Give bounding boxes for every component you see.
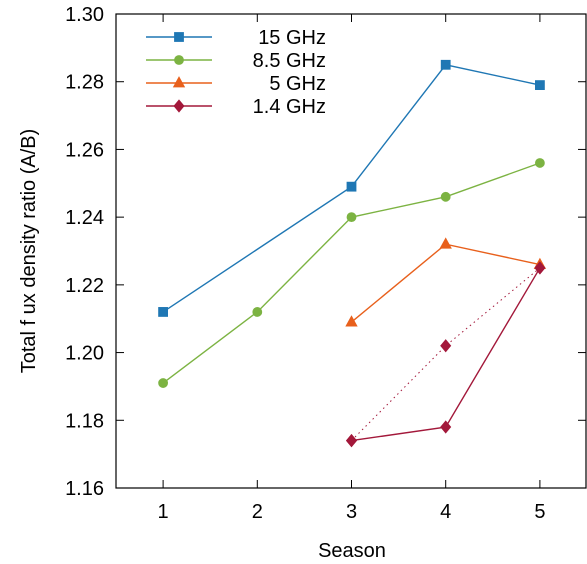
y-axis-label: Total f ux density ratio (A/B) (18, 129, 40, 374)
y-tick-label: 1.30 (65, 4, 104, 26)
series-point-15-ghz (440, 59, 451, 70)
x-tick-label: 1 (158, 501, 169, 523)
y-tick-label: 1.24 (65, 207, 104, 229)
legend-marker-1-4-ghz (173, 99, 185, 113)
series-line-15-ghz (162, 64, 541, 313)
legend-marker-8-5-ghz (174, 55, 184, 65)
legend-label-15-ghz: 15 GHz (258, 27, 326, 49)
series-point-15-ghz (346, 181, 357, 192)
y-tick-label: 1.26 (65, 139, 104, 161)
axes-layer: 1.16 1.18 1.20 1.22 1.24 1.26 1.28 1.30 1 2 3 4 5 (65, 4, 587, 523)
series-point-15-ghz (535, 80, 545, 90)
y-tick-label: 1.16 (65, 478, 104, 500)
series-point-1-4-ghz (345, 433, 358, 448)
series-point-8-5-ghz (158, 378, 169, 388)
dotted-series-point (440, 339, 452, 353)
x-tick-label: 4 (440, 501, 451, 523)
series-line-8-5-ghz (162, 162, 541, 384)
series-point-1-4-ghz (440, 420, 452, 434)
series-point-8-5-ghz (440, 191, 451, 202)
series-point-5-ghz (439, 237, 452, 249)
y-tick-label: 1.20 (65, 343, 104, 365)
series-point-8-5-ghz (535, 158, 545, 168)
x-axis-label: Season (318, 540, 386, 562)
series-point-8-5-ghz (346, 212, 357, 223)
series-point-15-ghz (158, 307, 169, 317)
legend-marker-5-ghz (172, 76, 186, 88)
series-line-1-4-ghz (351, 267, 541, 442)
legend-label-5-ghz: 5 GHz (269, 73, 326, 95)
y-tick-label: 1.18 (65, 410, 104, 432)
x-tick-label: 3 (346, 501, 357, 523)
plot-frame (115, 13, 587, 489)
x-tick-label: 2 (252, 501, 263, 523)
plot-layer (158, 59, 547, 448)
legend-label-1-4-ghz: 1.4 GHz (253, 96, 326, 118)
y-tick-label: 1.22 (65, 275, 104, 297)
series-point-5-ghz (345, 315, 358, 327)
x-tick-label: 5 (534, 501, 545, 523)
series-point-8-5-ghz (252, 307, 263, 317)
series-point-1-4-ghz (534, 261, 546, 275)
y-tick-label: 1.28 (65, 72, 104, 94)
legend-marker-15-ghz (174, 32, 184, 42)
series-line-5-ghz (351, 243, 541, 323)
dotted-series-line (351, 267, 541, 441)
legend-label-8-5-ghz: 8.5 GHz (253, 50, 326, 72)
